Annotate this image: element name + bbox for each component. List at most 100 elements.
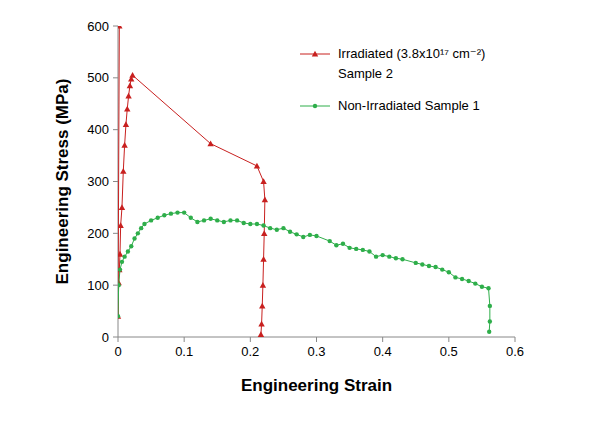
legend-label: Non-Irradiated Sample 1 [338, 98, 480, 113]
data-point [301, 235, 305, 239]
data-point [118, 251, 123, 257]
data-point [121, 142, 127, 148]
data-point [119, 204, 125, 210]
y-tick-label: 600 [87, 19, 109, 34]
data-point [427, 264, 431, 268]
legend-label-line: Irradiated (3.8x10¹⁷ cm⁻²) [338, 46, 485, 61]
data-point [260, 282, 266, 288]
data-point [254, 163, 260, 169]
y-tick [113, 337, 118, 338]
legend: Irradiated (3.8x10¹⁷ cm⁻²)Sample 2 Non-Ir… [300, 46, 485, 113]
x-tick [118, 337, 119, 342]
data-point [367, 249, 371, 253]
series-line [118, 213, 490, 332]
x-tick-label: 0.4 [374, 344, 392, 359]
data-point [142, 222, 146, 226]
data-point [222, 220, 226, 224]
data-point [314, 234, 318, 238]
data-point [400, 257, 404, 261]
data-point [139, 226, 143, 230]
data-point [288, 230, 292, 234]
data-point [440, 267, 444, 271]
data-point [126, 249, 130, 253]
data-point [486, 286, 490, 290]
legend-label: Irradiated (3.8x10¹⁷ cm⁻²)Sample 2 [338, 46, 485, 81]
data-point [125, 93, 131, 99]
data-point [258, 334, 264, 337]
x-tick-label: 0.5 [440, 344, 458, 359]
data-point [308, 233, 312, 237]
data-point [354, 247, 358, 251]
data-point [123, 121, 129, 127]
plot-area [118, 26, 492, 337]
data-point [120, 168, 126, 174]
data-point [473, 281, 477, 285]
legend-marker [312, 51, 318, 57]
chart: 00.10.20.30.40.50.60100200300400500600En… [0, 0, 590, 443]
data-point [260, 256, 266, 262]
data-point [488, 304, 492, 308]
x-tick [250, 337, 251, 342]
data-point [118, 26, 123, 29]
y-tick-label: 0 [102, 330, 109, 345]
data-point [118, 314, 120, 318]
y-axis-label: Engineering Stress (MPa) [53, 79, 72, 285]
data-point [169, 211, 173, 215]
data-point [460, 277, 464, 281]
y-tick [113, 77, 118, 78]
legend-label-line: Non-Irradiated Sample 1 [338, 98, 480, 113]
x-tick-label: 0.6 [506, 344, 524, 359]
data-point [235, 218, 239, 222]
data-point [261, 230, 267, 236]
data-point [175, 210, 179, 214]
data-point [487, 330, 491, 334]
data-point [124, 106, 130, 112]
y-tick [113, 181, 118, 182]
data-point [281, 226, 285, 230]
x-tick-label: 0.2 [241, 344, 259, 359]
data-point [207, 140, 213, 146]
data-point [136, 231, 140, 235]
y-tick [113, 233, 118, 234]
data-point [394, 256, 398, 260]
data-point [258, 321, 264, 327]
x-tick [382, 337, 383, 342]
x-tick-label: 0 [114, 344, 121, 359]
data-point [420, 262, 424, 266]
y-tick-label: 200 [87, 226, 109, 241]
data-point [132, 236, 136, 240]
data-point [334, 243, 338, 247]
x-tick [448, 337, 449, 342]
data-point [433, 265, 437, 269]
data-point [195, 220, 199, 224]
data-point [488, 319, 492, 323]
data-point [262, 196, 268, 202]
y-tick-label: 400 [87, 122, 109, 137]
y-tick-label: 100 [87, 278, 109, 293]
data-point [118, 283, 121, 287]
data-point [129, 244, 133, 248]
data-point [248, 222, 252, 226]
y-tick [113, 129, 118, 130]
data-point [341, 242, 345, 246]
data-point [129, 72, 135, 78]
data-point [120, 260, 124, 264]
data-point [162, 213, 166, 217]
y-tick [113, 26, 118, 27]
data-point [215, 218, 219, 222]
data-point [208, 217, 212, 221]
x-tick-label: 0.3 [307, 344, 325, 359]
data-point [328, 239, 332, 243]
legend-marker [313, 104, 317, 108]
data-point [189, 216, 193, 220]
y-tick-label: 500 [87, 70, 109, 85]
data-point [347, 246, 351, 250]
x-tick [316, 337, 317, 342]
data-point [466, 279, 470, 283]
series-line [118, 26, 265, 337]
data-point [156, 216, 160, 220]
data-point [122, 254, 126, 258]
data-point [380, 253, 384, 257]
data-point [374, 254, 378, 258]
x-tick [515, 337, 516, 342]
